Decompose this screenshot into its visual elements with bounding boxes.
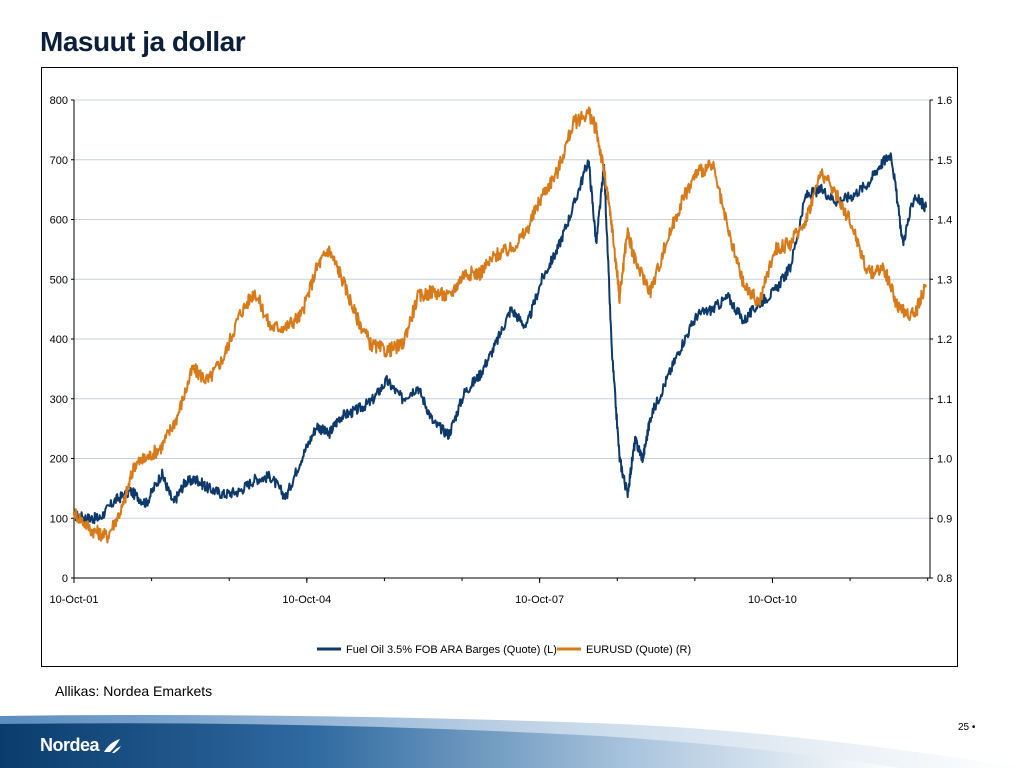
nordea-logo: Nordea (40, 735, 122, 756)
y-right-tick-label: 1.2 (937, 334, 952, 346)
y-left-tick-label: 400 (50, 334, 68, 346)
legend-label: Fuel Oil 3.5% FOB ARA Barges (Quote) (L) (346, 644, 557, 656)
series-line-eurusd (73, 106, 928, 544)
y-right-tick-label: 0.8 (937, 573, 952, 585)
chart-series (73, 106, 928, 544)
sail-icon (104, 738, 122, 753)
y-left-tick-label: 100 (50, 513, 68, 525)
x-tick-label: 10-Oct-01 (50, 594, 99, 606)
x-tick-label: 10-Oct-04 (282, 594, 331, 606)
y-left-tick-label: 0 (62, 573, 68, 585)
y-right-tick-label: 1.6 (937, 95, 952, 107)
chart-axes: 0 0.8 100 0.9 200 1.0 300 1.1 400 1.2 500 1.3 600 1.4… (50, 95, 953, 606)
y-right-tick-label: 1.4 (937, 215, 952, 227)
source-note: Allikas: Nordea Emarkets (55, 683, 213, 699)
y-left-tick-label: 300 (50, 394, 68, 406)
x-tick-label: 10-Oct-10 (748, 594, 797, 606)
chart-legend: Fuel Oil 3.5% FOB ARA Barges (Quote) (L)… (317, 644, 691, 656)
legend-label: EURUSD (Quote) (R) (586, 644, 691, 656)
chart-gridlines (74, 99, 930, 519)
footer-swoosh (0, 715, 1024, 768)
y-right-tick-label: 1.0 (937, 454, 952, 466)
y-right-tick-label: 0.9 (937, 513, 952, 525)
y-right-tick-label: 1.1 (937, 394, 952, 406)
y-left-tick-label: 500 (50, 274, 68, 286)
y-right-tick-label: 1.3 (937, 274, 952, 286)
y-left-tick-label: 600 (50, 215, 68, 227)
slide-title: Masuut ja dollar (40, 26, 246, 57)
series-line-fuel-oil (73, 152, 928, 525)
y-left-tick-label: 800 (50, 95, 68, 107)
y-left-tick-label: 200 (50, 454, 68, 466)
y-left-tick-label: 700 (50, 155, 68, 167)
chart-frame: 0 0.8 100 0.9 200 1.0 300 1.1 400 1.2 500 1.3 600 1.4… (41, 67, 958, 667)
logo-text: Nordea (40, 735, 100, 755)
y-right-tick-label: 1.5 (937, 155, 952, 167)
page-number: 25 • (958, 722, 976, 733)
x-tick-label: 10-Oct-07 (515, 594, 564, 606)
line-chart: 0 0.8 100 0.9 200 1.0 300 1.1 400 1.2 500 1.3 600 1.4… (50, 95, 953, 656)
